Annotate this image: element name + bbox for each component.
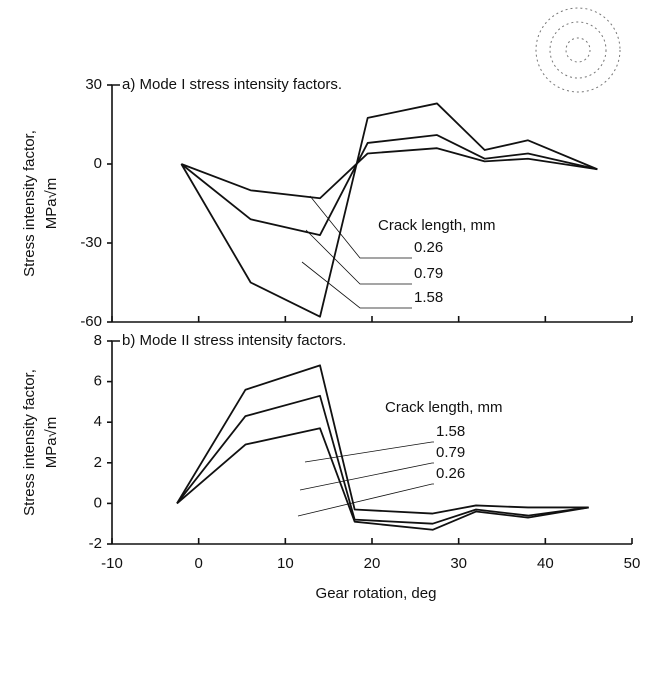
y-axis <box>111 84 120 322</box>
y-axis-label: MPa√m <box>43 178 60 230</box>
x-tick-label: 10 <box>277 555 294 572</box>
series-line <box>180 134 598 236</box>
legend-label: 0.79 <box>436 444 465 461</box>
x-tick-label: 30 <box>450 555 467 572</box>
y-tick-label: -2 <box>89 535 102 552</box>
y-tick-label: -30 <box>80 234 102 251</box>
x-tick-label: 50 <box>624 555 641 572</box>
legend-label: 0.26 <box>414 239 443 256</box>
legend-leader <box>304 441 434 463</box>
logo-ring <box>535 7 621 93</box>
y-axis-label: Stress intensity factor, <box>21 369 38 516</box>
gear-logo <box>535 7 621 93</box>
series-line <box>176 364 589 515</box>
y-axis-label: Stress intensity factor, <box>21 130 38 277</box>
legend-label: 0.26 <box>436 465 465 482</box>
x-tick-label: 40 <box>537 555 554 572</box>
legend-leader <box>299 462 434 491</box>
y-axis <box>111 340 120 544</box>
x-tick-label: 20 <box>364 555 381 572</box>
legend-title: Crack length, mm <box>385 399 503 416</box>
x-axis-label: Gear rotation, deg <box>316 585 437 602</box>
chart-title: b) Mode II stress intensity factors. <box>122 332 346 349</box>
logo-ring <box>549 21 607 79</box>
chart-title: a) Mode I stress intensity factors. <box>122 76 342 93</box>
legend-leader <box>297 483 434 517</box>
y-tick-label: 4 <box>94 413 102 430</box>
legend-label: 1.58 <box>436 423 465 440</box>
series-line <box>181 147 598 200</box>
y-tick-label: 30 <box>85 76 102 93</box>
y-tick-label: 2 <box>94 454 102 471</box>
y-tick-label: 8 <box>94 332 102 349</box>
legend-leader <box>309 195 412 259</box>
x-tick-label: -10 <box>101 555 123 572</box>
series-line <box>176 427 589 531</box>
x-tick-label: 0 <box>194 555 202 572</box>
y-tick-label: 0 <box>94 155 102 172</box>
y-axis-label: MPa√m <box>43 417 60 469</box>
series-line <box>180 102 598 318</box>
y-tick-label: 6 <box>94 373 102 390</box>
series-line <box>176 394 589 525</box>
legend-label: 1.58 <box>414 289 443 306</box>
legend-title: Crack length, mm <box>378 217 496 234</box>
legend-leader <box>305 229 412 285</box>
legend-label: 0.79 <box>414 265 443 282</box>
logo-ring <box>565 37 591 63</box>
y-tick-label: -60 <box>80 313 102 330</box>
y-tick-label: 0 <box>94 494 102 511</box>
legend-leader <box>301 261 412 309</box>
